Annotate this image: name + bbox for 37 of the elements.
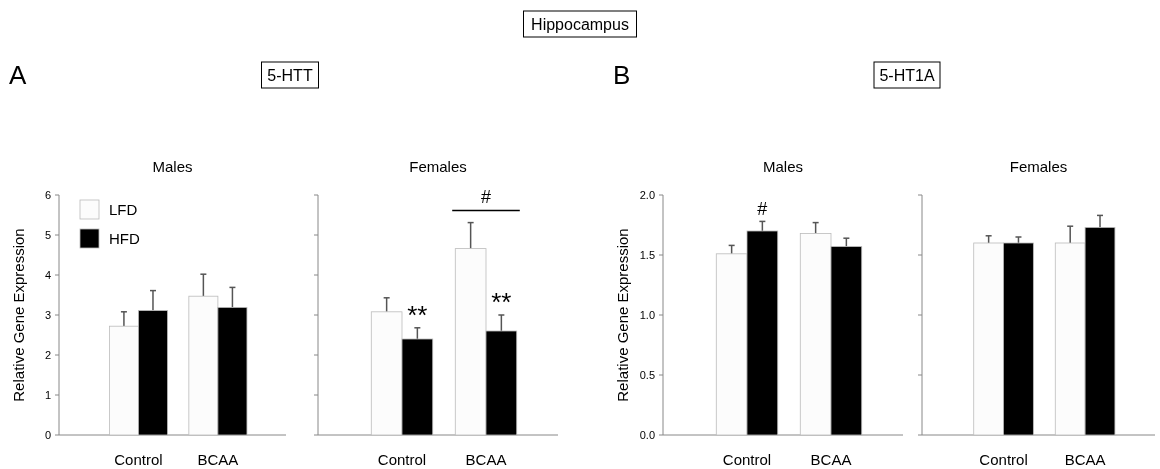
chart-title: Females — [1009, 158, 1068, 175]
y-tick-label: 5 — [44, 228, 51, 241]
legend-label: LFD — [109, 201, 138, 219]
text: A — [9, 60, 27, 90]
y-tick-label: 1.5 — [639, 248, 655, 261]
x-tick-label: BCAA — [197, 451, 239, 468]
text: 5-HTT — [267, 66, 313, 84]
annotation: ** — [407, 299, 428, 330]
y-tick-label: 3 — [44, 308, 51, 321]
x-tick-label: Control — [722, 451, 772, 468]
text: Hippocampus — [531, 15, 629, 33]
y-tick-label: 2.0 — [639, 188, 655, 201]
y-tick-label: 0.5 — [639, 368, 655, 381]
annotation: ** — [491, 287, 512, 317]
y-tick-label: 0 — [44, 428, 51, 441]
chart-title: Males — [762, 158, 804, 175]
y-tick-label: 1.0 — [639, 308, 655, 321]
y-tick-label: 4 — [44, 268, 51, 281]
text: 5-HT1A — [879, 66, 935, 84]
x-tick-label: Control — [979, 451, 1028, 468]
annotation: # — [757, 199, 768, 220]
chart-title: Females — [409, 158, 467, 175]
x-tick-label: BCAA — [1064, 451, 1106, 468]
y-tick-label: 2 — [44, 348, 51, 361]
y-tick-label: 6 — [44, 188, 51, 201]
y-axis-title: Relative Gene Expression — [10, 228, 27, 402]
annotation: # — [480, 186, 492, 207]
chart-title: Males — [152, 158, 193, 175]
y-axis-title: Relative Gene Expression — [614, 228, 631, 402]
y-tick-label: 0.0 — [639, 428, 655, 441]
x-tick-label: BCAA — [465, 451, 507, 468]
legend-label: HFD — [109, 230, 140, 248]
y-tick-label: 1 — [44, 388, 51, 401]
x-tick-label: BCAA — [810, 451, 852, 468]
x-tick-label: Control — [114, 451, 163, 468]
x-tick-label: Control — [377, 451, 427, 468]
text: B — [613, 60, 631, 90]
